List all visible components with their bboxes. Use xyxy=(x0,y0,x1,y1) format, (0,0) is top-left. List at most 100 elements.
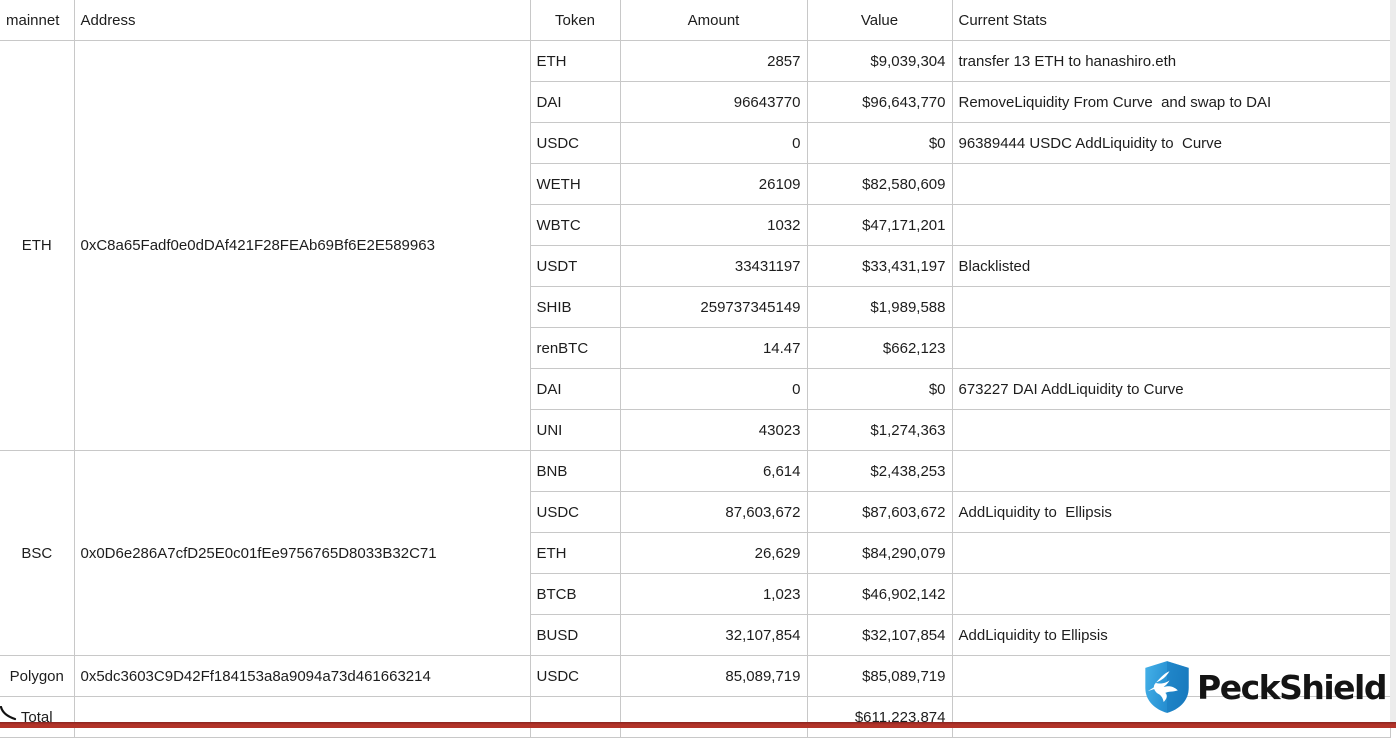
table-row: Polygon 0x5dc3603C9D42Ff184153a8a9094a73d… xyxy=(0,655,1391,697)
address-cell[interactable]: 0xC8a65Fadf0e0dDAf421F28FEAb69Bf6E2E5899… xyxy=(73,40,531,451)
table-row: ETH 0xC8a65Fadf0e0dDAf421F28FEAb69Bf6E2E5… xyxy=(0,40,1391,451)
amount-cell[interactable]: 87,603,672 xyxy=(619,491,808,533)
token-cell[interactable]: USDC xyxy=(529,655,621,697)
shield-bird-icon xyxy=(1145,661,1189,713)
value-cell[interactable]: $1,989,588 xyxy=(806,286,953,328)
value-cell[interactable]: $32,107,854 xyxy=(806,614,953,656)
value-cell[interactable]: $85,089,719 xyxy=(806,655,953,697)
network-cell[interactable]: ETH xyxy=(0,40,75,451)
address-cell[interactable]: 0x5dc3603C9D42Ff184153a8a9094a73d4616632… xyxy=(73,655,531,697)
table-row: BTCB 1,023 $46,902,142 xyxy=(0,573,1391,615)
token-cell[interactable]: USDC xyxy=(529,122,621,164)
token-cell[interactable]: ETH xyxy=(529,532,621,574)
amount-cell[interactable]: 2857 xyxy=(619,40,808,82)
address-cell[interactable]: 0x0D6e286A7cfD25E0c01fEe9756765D8033B32C… xyxy=(73,450,531,656)
column-header-address[interactable]: Address xyxy=(73,0,531,41)
column-header-mainnet[interactable]: mainnet xyxy=(0,0,75,41)
token-cell[interactable]: WETH xyxy=(529,163,621,205)
stats-cell[interactable]: AddLiquidity to Ellipsis xyxy=(951,491,1391,533)
value-cell[interactable]: $662,123 xyxy=(806,327,953,369)
table-row: SHIB 259737345149 $1,989,588 xyxy=(0,286,1391,328)
amount-cell[interactable]: 26,629 xyxy=(619,532,808,574)
value-cell[interactable]: $0 xyxy=(806,368,953,410)
stats-cell[interactable]: Blacklisted xyxy=(951,245,1391,287)
stats-cell[interactable] xyxy=(951,532,1391,574)
value-cell[interactable]: $96,643,770 xyxy=(806,81,953,123)
stats-cell[interactable] xyxy=(951,327,1391,369)
table-row: ETH 26,629 $84,290,079 xyxy=(0,532,1391,574)
stats-cell[interactable] xyxy=(951,286,1391,328)
amount-cell[interactable]: 6,614 xyxy=(619,450,808,492)
token-cell[interactable]: BNB xyxy=(529,450,621,492)
token-cell[interactable]: USDC xyxy=(529,491,621,533)
amount-cell[interactable]: 14.47 xyxy=(619,327,808,369)
right-edge-strip xyxy=(1390,0,1396,728)
total-token-cell[interactable] xyxy=(529,696,621,738)
cursor-mark xyxy=(0,706,17,721)
stats-cell[interactable]: 673227 DAI AddLiquidity to Curve xyxy=(951,368,1391,410)
token-cell[interactable]: DAI xyxy=(529,368,621,410)
stats-cell[interactable] xyxy=(951,573,1391,615)
value-cell[interactable]: $84,290,079 xyxy=(806,532,953,574)
stats-cell[interactable]: 96389444 USDC AddLiquidity to Curve xyxy=(951,122,1391,164)
network-cell[interactable]: BSC xyxy=(0,450,75,656)
peckshield-brand-text: PeckShield xyxy=(1197,667,1387,707)
footer-red-bar xyxy=(0,722,1396,728)
value-cell[interactable]: $46,902,142 xyxy=(806,573,953,615)
amount-cell[interactable]: 0 xyxy=(619,122,808,164)
token-cell[interactable]: SHIB xyxy=(529,286,621,328)
amount-cell[interactable]: 0 xyxy=(619,368,808,410)
column-header-current-stats[interactable]: Current Stats xyxy=(951,0,1391,41)
column-header-token[interactable]: Token xyxy=(529,0,621,41)
token-cell[interactable]: BUSD xyxy=(529,614,621,656)
token-cell[interactable]: UNI xyxy=(529,409,621,451)
value-cell[interactable]: $87,603,672 xyxy=(806,491,953,533)
stats-cell[interactable] xyxy=(951,204,1391,246)
value-cell[interactable]: $47,171,201 xyxy=(806,204,953,246)
table-row: USDC 87,603,672 $87,603,672 AddLiquidity to… xyxy=(0,491,1391,533)
value-cell[interactable]: $2,438,253 xyxy=(806,450,953,492)
table-row: renBTC 14.47 $662,123 xyxy=(0,327,1391,369)
column-header-amount[interactable]: Amount xyxy=(619,0,808,41)
stats-cell[interactable] xyxy=(951,163,1391,205)
amount-cell[interactable]: 85,089,719 xyxy=(619,655,808,697)
amount-cell[interactable]: 43023 xyxy=(619,409,808,451)
total-address-cell[interactable] xyxy=(73,696,531,738)
stats-cell[interactable] xyxy=(951,409,1391,451)
table-row: BUSD 32,107,854 $32,107,854 AddLiquidity to… xyxy=(0,614,1391,656)
amount-cell[interactable]: 1,023 xyxy=(619,573,808,615)
token-cell[interactable]: USDT xyxy=(529,245,621,287)
peckshield-watermark: PeckShield xyxy=(1142,659,1387,715)
token-cell[interactable]: ETH xyxy=(529,40,621,82)
amount-cell[interactable]: 32,107,854 xyxy=(619,614,808,656)
token-cell[interactable]: BTCB xyxy=(529,573,621,615)
stats-cell[interactable]: RemoveLiquidity From Curve and swap to D… xyxy=(951,81,1391,123)
value-cell[interactable]: $82,580,609 xyxy=(806,163,953,205)
table-row: DAI 0 $0 673227 DAI AddLiquidity to Curve xyxy=(0,368,1391,410)
stats-cell[interactable] xyxy=(951,450,1391,492)
amount-cell[interactable]: 33431197 xyxy=(619,245,808,287)
token-cell[interactable]: WBTC xyxy=(529,204,621,246)
value-cell[interactable]: $33,431,197 xyxy=(806,245,953,287)
total-value-cell[interactable]: $611,223,874 xyxy=(806,696,953,738)
value-cell[interactable]: $9,039,304 xyxy=(806,40,953,82)
value-cell[interactable]: $1,274,363 xyxy=(806,409,953,451)
network-cell[interactable]: Polygon xyxy=(0,655,75,697)
stats-cell[interactable]: AddLiquidity to Ellipsis xyxy=(951,614,1391,656)
token-cell[interactable]: DAI xyxy=(529,81,621,123)
token-cell[interactable]: renBTC xyxy=(529,327,621,369)
amount-cell[interactable]: 26109 xyxy=(619,163,808,205)
value-cell[interactable]: $0 xyxy=(806,122,953,164)
stats-cell[interactable]: transfer 13 ETH to hanashiro.eth xyxy=(951,40,1391,82)
total-amount-cell[interactable] xyxy=(619,696,808,738)
amount-cell[interactable]: 96643770 xyxy=(619,81,808,123)
amount-cell[interactable]: 259737345149 xyxy=(619,286,808,328)
table-row: BSC 0x0D6e286A7cfD25E0c01fEe9756765D8033B… xyxy=(0,450,1391,656)
table-row: DAI 96643770 $96,643,770 RemoveLiquidity Fr… xyxy=(0,81,1391,123)
table-body: ETH 0xC8a65Fadf0e0dDAf421F28FEAb69Bf6E2E5… xyxy=(0,40,1391,738)
header-row: mainnet Address Token Amount Value Curre… xyxy=(0,0,1391,41)
table-row: USDT 33431197 $33,431,197 Blacklisted xyxy=(0,245,1391,287)
amount-cell[interactable]: 1032 xyxy=(619,204,808,246)
column-header-value[interactable]: Value xyxy=(806,0,953,41)
